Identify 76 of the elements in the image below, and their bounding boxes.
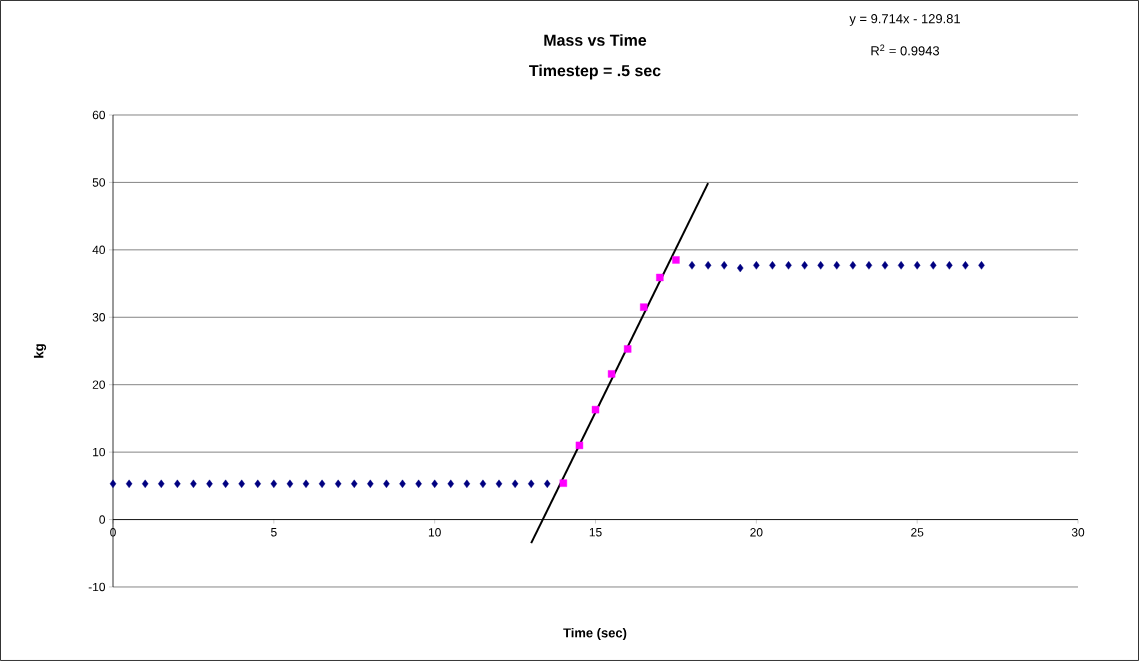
point <box>254 479 261 489</box>
point <box>849 261 857 270</box>
point <box>591 405 600 414</box>
x-tick-label: 25 <box>911 528 924 537</box>
y-tick-label: 20 <box>92 380 106 389</box>
point <box>463 479 471 489</box>
point <box>544 479 551 489</box>
x-tick-label: 5 <box>271 528 277 537</box>
point <box>607 370 616 378</box>
point <box>270 479 278 489</box>
x-tick-label: 0 <box>110 528 116 537</box>
point <box>318 479 326 489</box>
point <box>125 479 133 489</box>
point <box>334 479 342 489</box>
point <box>415 479 422 489</box>
point <box>158 479 165 489</box>
point <box>206 479 213 489</box>
point <box>367 479 374 489</box>
y-tick-label: -10 <box>88 582 106 592</box>
text: y = 9.714x - 129.81 <box>849 14 960 26</box>
x-tick-label: 30 <box>1071 528 1085 537</box>
point <box>109 479 117 489</box>
point <box>286 479 294 489</box>
point <box>623 345 632 353</box>
point <box>527 479 535 489</box>
point <box>399 479 406 489</box>
x-tick-label: 15 <box>589 528 602 537</box>
point <box>302 479 310 489</box>
point <box>930 261 937 270</box>
point <box>881 261 889 270</box>
x-axis-title: Time (sec) <box>563 627 627 641</box>
point <box>833 261 840 270</box>
text: R$^{2}$ = 0.9943 <box>871 44 940 56</box>
point <box>431 479 438 489</box>
point <box>190 479 197 489</box>
point <box>753 261 760 270</box>
point <box>688 261 696 270</box>
y-tick-label: 10 <box>93 447 106 457</box>
chart-subtitle: Timestep = .5 sec <box>529 64 661 80</box>
point <box>913 261 921 270</box>
point <box>656 273 664 282</box>
point <box>720 261 728 270</box>
point <box>897 261 905 270</box>
point <box>737 263 744 273</box>
point <box>495 479 503 489</box>
y-tick-label: 30 <box>92 313 106 322</box>
chart-title: Mass vs Time <box>544 34 647 46</box>
point <box>174 479 181 489</box>
point <box>351 479 358 489</box>
point <box>383 479 390 489</box>
point <box>559 479 568 487</box>
point <box>946 261 953 270</box>
point <box>769 261 776 270</box>
point <box>978 261 985 270</box>
y-axis-title: kg <box>33 344 47 358</box>
point <box>704 261 712 270</box>
point <box>575 441 584 450</box>
point <box>479 479 487 489</box>
point <box>222 479 229 489</box>
point <box>640 303 648 311</box>
x-tick-label: 10 <box>428 528 441 537</box>
point <box>447 479 454 489</box>
point <box>511 479 519 489</box>
y-tick-label: 60 <box>92 110 106 120</box>
point <box>141 479 149 489</box>
y-tick-label: 0 <box>99 515 106 524</box>
y-tick-label: 40 <box>92 245 106 255</box>
point <box>801 261 808 270</box>
point <box>865 261 873 270</box>
point <box>785 261 792 270</box>
point <box>962 261 969 270</box>
point <box>238 479 245 489</box>
x-tick-label: 20 <box>750 528 763 537</box>
y-tick-label: 50 <box>92 178 106 187</box>
point <box>672 256 680 264</box>
point <box>817 261 824 270</box>
